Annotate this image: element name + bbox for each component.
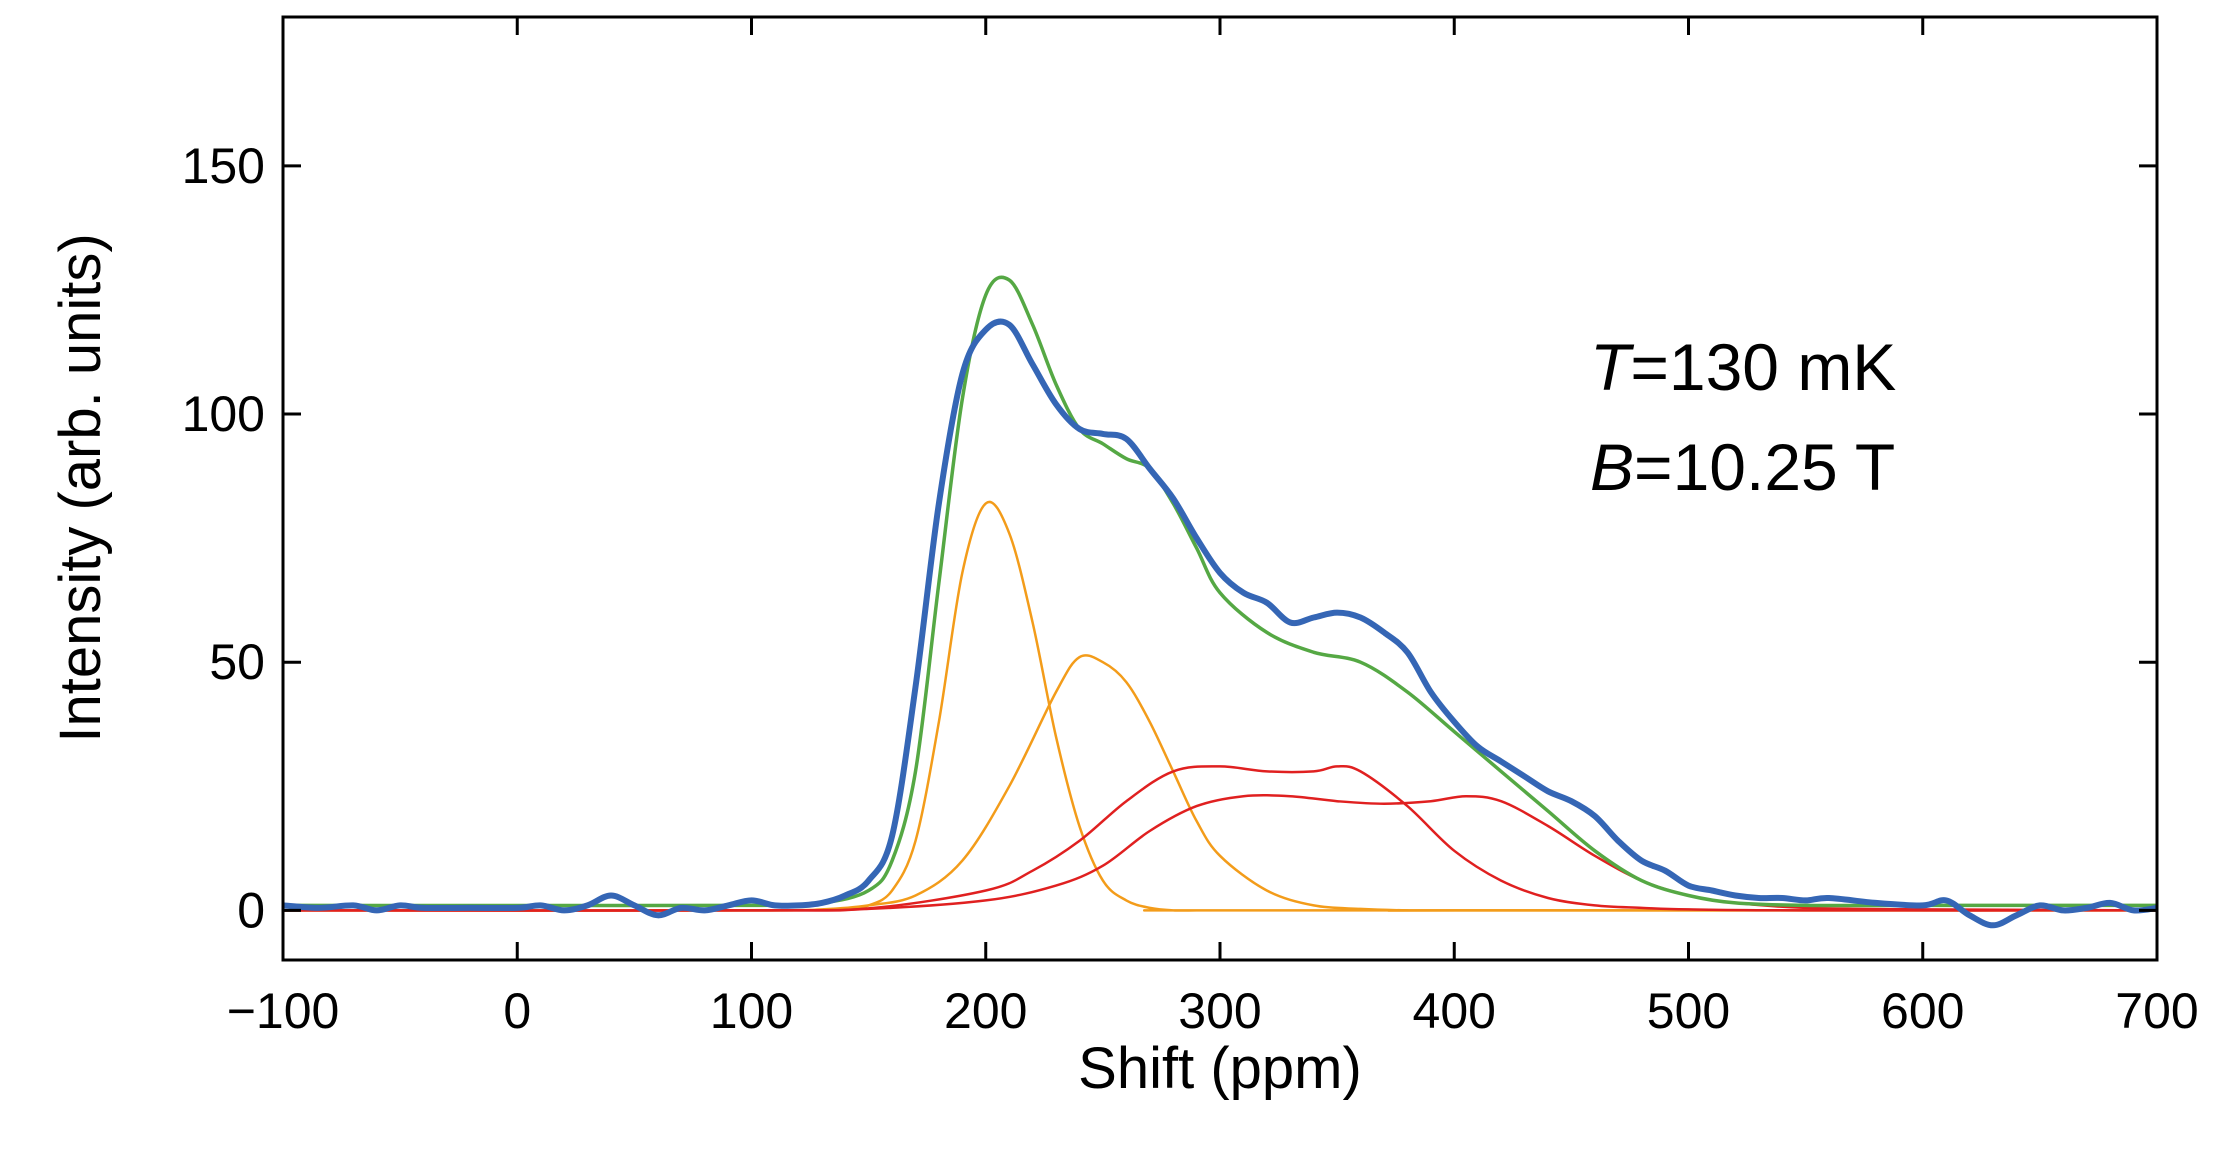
y-tick-label: 150 [182, 138, 265, 194]
x-tick-label: −100 [227, 983, 340, 1039]
ticks-layer [281, 17, 2159, 960]
temperature-var: T [1590, 330, 1635, 404]
x-tick-label: 300 [1178, 983, 1261, 1039]
x-tick-label: 500 [1647, 983, 1730, 1039]
series-line-red-component-1 [283, 764, 2157, 912]
field-annotation: B=10.25 T [1590, 430, 1895, 504]
series-line-orange-peak-2 [283, 654, 2157, 912]
series-line-red-component-2 [283, 794, 2157, 912]
y-tick-label: 100 [182, 386, 265, 442]
temperature-annotation: T=130 mK [1590, 330, 1896, 404]
x-tick-label: 200 [944, 983, 1027, 1039]
series-line-blue-data [283, 318, 2157, 929]
y-tick-label: 50 [209, 634, 265, 690]
y-axis-label: Intensity (arb. units) [48, 233, 113, 742]
x-tick-label: 0 [503, 983, 531, 1039]
field-value: =10.25 T [1634, 430, 1895, 504]
series-line-orange-peak-1 [283, 500, 2157, 912]
x-tick-label: 400 [1413, 983, 1496, 1039]
x-tick-label: 700 [2115, 983, 2198, 1039]
x-tick-label: 600 [1881, 983, 1964, 1039]
x-tick-label: 100 [710, 983, 793, 1039]
temperature-value: =130 mK [1630, 330, 1896, 404]
tick-labels-layer: −100 0 100 200 300 400 500 600 700 0 50 100 150 [182, 138, 2199, 1039]
field-var: B [1590, 430, 1634, 504]
series-layer [283, 275, 2157, 929]
y-tick-label: 0 [237, 882, 265, 938]
x-axis-label: Shift (ppm) [1078, 1036, 1362, 1101]
